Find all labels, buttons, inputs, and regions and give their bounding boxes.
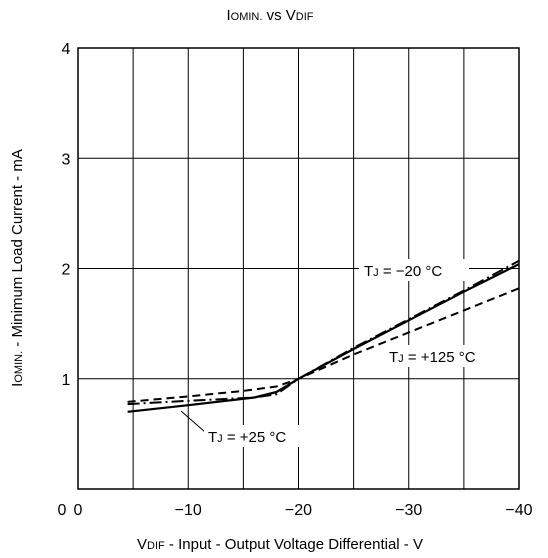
x-tick-label: −20 <box>285 502 312 519</box>
x-tick-label: −10 <box>175 502 202 519</box>
annotation-leader-tj-25 <box>180 410 206 433</box>
y-tick-label: 4 <box>62 41 71 58</box>
annotation-tj-25: TJ = +25 °C <box>208 429 286 446</box>
series-group <box>127 259 520 413</box>
annotation-tj-minus20: TJ = −20 °C <box>364 263 442 280</box>
y-axis-label: IOMIN. - Minimum Load Current - mA <box>9 149 26 387</box>
y-tick-label: 1 <box>62 372 71 389</box>
y-tick-label: 3 <box>62 151 71 168</box>
series-line-tj-125-c <box>127 287 520 403</box>
annotation-bg-tj-125 <box>385 345 510 367</box>
origin-label: 0 <box>58 502 67 519</box>
x-tick-label: 0 <box>74 502 83 519</box>
x-axis-label: VDIF - Input - Output Voltage Differenti… <box>137 536 423 553</box>
x-tick-label: −30 <box>395 502 422 519</box>
annotation-bg-tj-minus20 <box>359 259 469 281</box>
series-line-tj-20-c <box>127 259 520 406</box>
annotation-tj-125: TJ = +125 °C <box>389 349 476 366</box>
tick-labels: 0 −10 −20 −30 −40 1 2 3 4 <box>62 41 533 519</box>
annotation-bg-tj-25 <box>204 425 320 447</box>
chart-title: IOMIN. vs VDIF <box>226 7 313 24</box>
series-line-tj-25-c <box>127 263 520 413</box>
plot-frame <box>77 47 520 490</box>
y-tick-label: 2 <box>62 262 71 279</box>
x-tick-label: −40 <box>505 502 532 519</box>
